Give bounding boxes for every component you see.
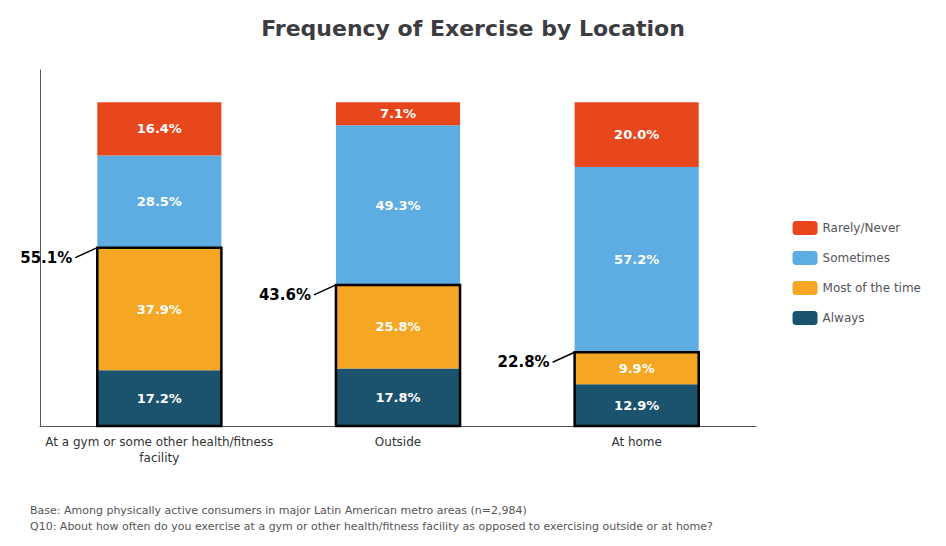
svg-text:20.0%: 20.0% xyxy=(614,127,659,142)
svg-text:At a gym or some other health/: At a gym or some other health/fitness xyxy=(45,435,273,449)
svg-text:Q10: About how often do you ex: Q10: About how often do you exercise at … xyxy=(30,520,713,533)
svg-text:7.1%: 7.1% xyxy=(380,106,416,121)
svg-text:37.9%: 37.9% xyxy=(137,302,182,317)
svg-text:Most of the time: Most of the time xyxy=(823,281,921,295)
svg-text:At home: At home xyxy=(611,435,662,449)
svg-text:9.9%: 9.9% xyxy=(619,361,655,376)
svg-text:Always: Always xyxy=(823,311,865,325)
svg-text:25.8%: 25.8% xyxy=(375,319,420,334)
svg-text:Frequency of Exercise by Locat: Frequency of Exercise by Location xyxy=(261,16,685,41)
svg-text:28.5%: 28.5% xyxy=(137,194,182,209)
svg-text:12.9%: 12.9% xyxy=(614,398,659,413)
svg-text:17.8%: 17.8% xyxy=(375,390,420,405)
svg-text:16.4%: 16.4% xyxy=(137,121,182,136)
svg-text:Base: Among physically active: Base: Among physically active consumers … xyxy=(30,504,527,517)
svg-text:55.1%: 55.1% xyxy=(20,249,72,267)
svg-text:17.2%: 17.2% xyxy=(137,391,182,406)
svg-text:22.8%: 22.8% xyxy=(498,353,550,371)
svg-text:Sometimes: Sometimes xyxy=(823,251,890,265)
svg-text:facility: facility xyxy=(139,451,179,465)
svg-text:57.2%: 57.2% xyxy=(614,252,659,267)
svg-text:49.3%: 49.3% xyxy=(375,198,420,213)
svg-text:Outside: Outside xyxy=(375,435,421,449)
svg-text:Rarely/Never: Rarely/Never xyxy=(823,221,901,235)
svg-text:43.6%: 43.6% xyxy=(259,286,311,304)
